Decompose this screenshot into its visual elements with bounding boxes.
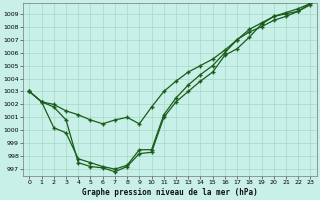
X-axis label: Graphe pression niveau de la mer (hPa): Graphe pression niveau de la mer (hPa): [82, 188, 258, 197]
